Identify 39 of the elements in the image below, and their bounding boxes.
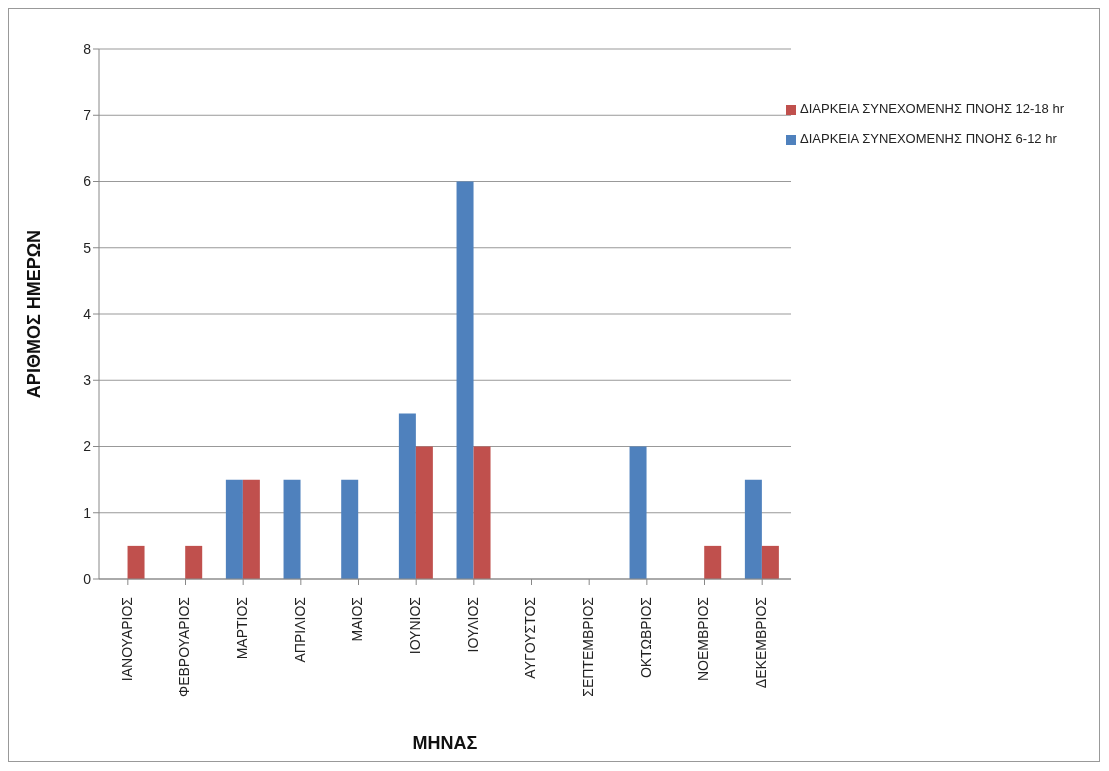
bar bbox=[225, 479, 243, 579]
bar bbox=[704, 545, 722, 579]
x-tick-label: ΙΟΥΝΙΟΣ bbox=[406, 596, 423, 655]
y-tick-label: 0 bbox=[83, 570, 92, 587]
bar bbox=[398, 413, 416, 579]
x-axis-title: ΜΗΝΑΣ bbox=[412, 733, 478, 753]
y-axis-title: ΑΡΙΘΜΟΣ ΗΜΕΡΩΝ bbox=[24, 229, 45, 399]
x-tick-label: ΑΠΡΙΛΙΟΣ bbox=[291, 596, 308, 663]
x-tick-label: ΝΟΕΜΒΡΙΟΣ bbox=[695, 596, 712, 682]
bar bbox=[456, 181, 474, 579]
y-tick-label: 8 bbox=[83, 40, 92, 57]
y-tick-label: 2 bbox=[83, 438, 92, 455]
x-tick-label: ΑΥΓΟΥΣΤΟΣ bbox=[522, 596, 539, 679]
y-tick-label: 7 bbox=[83, 107, 92, 124]
legend-label: ΔΙΑΡΚΕΙΑ ΣΥΝΕΧΟΜΕΝΗΣ ΠΝΟΗΣ 12-18 hr bbox=[800, 101, 1064, 116]
bar bbox=[744, 479, 762, 579]
x-tick-label: ΜΑΡΤΙΟΣ bbox=[233, 596, 250, 660]
x-tick-label: ΔΕΚΕΜΒΡΙΟΣ bbox=[752, 596, 769, 689]
bar bbox=[473, 446, 491, 579]
y-tick-label: 6 bbox=[83, 173, 92, 190]
y-tick-label: 1 bbox=[83, 504, 92, 521]
bar bbox=[185, 545, 203, 579]
x-tick-label: ΟΚΤΩΒΡΙΟΣ bbox=[637, 596, 654, 679]
bar bbox=[242, 479, 260, 579]
x-tick-label: ΜΑΙΟΣ bbox=[349, 596, 366, 642]
bar bbox=[415, 446, 433, 579]
y-tick-label: 5 bbox=[83, 239, 92, 256]
bar bbox=[341, 479, 359, 579]
x-tick-label: ΙΟΥΛΙΟΣ bbox=[464, 596, 481, 653]
y-tick-label: 3 bbox=[83, 372, 92, 389]
x-tick-label: ΣΕΠΤΕΜΒΡΙΟΣ bbox=[579, 596, 596, 697]
x-tick-label: ΙΑΝΟΥΑΡΙΟΣ bbox=[118, 596, 135, 682]
bar bbox=[127, 545, 145, 579]
bar bbox=[283, 479, 301, 579]
y-tick-label: 4 bbox=[83, 305, 92, 322]
legend-label: ΔΙΑΡΚΕΙΑ ΣΥΝΕΧΟΜΕΝΗΣ ΠΝΟΗΣ 6-12 hr bbox=[800, 131, 1057, 146]
bar bbox=[761, 545, 779, 579]
x-tick-label: ΦΕΒΡΟΥΑΡΙΟΣ bbox=[176, 596, 193, 698]
bar bbox=[629, 446, 647, 579]
